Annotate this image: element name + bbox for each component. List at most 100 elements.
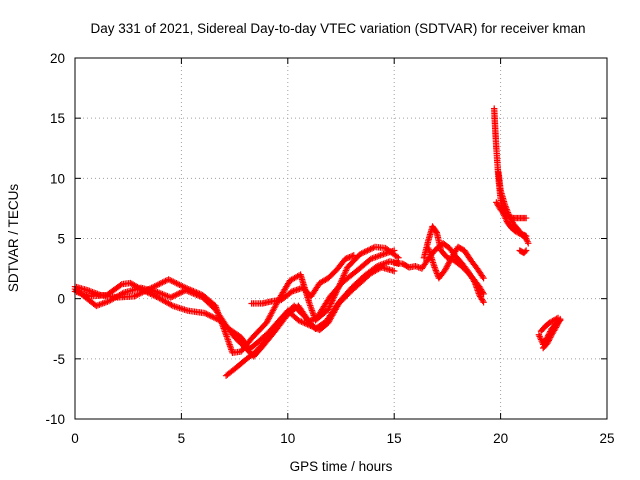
data-point	[544, 338, 552, 345]
data-point	[545, 337, 553, 344]
data-point	[364, 247, 371, 254]
data-point	[359, 249, 367, 256]
data-point	[522, 247, 530, 254]
y-tick-label: 15	[50, 111, 65, 126]
data-point	[508, 216, 515, 224]
data-point	[349, 252, 356, 260]
y-tick-label: 10	[50, 171, 65, 186]
data-point	[170, 292, 177, 300]
data-point	[480, 290, 487, 298]
x-axis-ticks: 0 5 10 15 20 25	[71, 58, 615, 446]
series-track-f	[391, 240, 487, 306]
data-point	[342, 255, 349, 263]
data-point	[480, 299, 487, 306]
data-point	[544, 339, 551, 347]
data-point	[347, 253, 355, 260]
data-point	[506, 213, 514, 221]
data-point	[179, 288, 186, 295]
data-point	[299, 319, 307, 326]
data-point	[554, 320, 562, 327]
data-point	[308, 323, 316, 330]
data-point	[201, 309, 209, 317]
data-point	[350, 252, 357, 259]
y-tick-label: 0	[57, 292, 65, 307]
data-point	[553, 322, 560, 330]
data-point	[119, 290, 126, 297]
data-point	[304, 321, 311, 328]
data-point	[479, 273, 486, 281]
data-point	[310, 324, 317, 331]
data-point	[547, 334, 554, 341]
x-axis-label: GPS time / hours	[290, 459, 393, 474]
data-point	[508, 218, 516, 225]
data-point	[395, 254, 402, 261]
series-track-l	[516, 247, 530, 257]
data-point	[151, 292, 159, 300]
data-point	[172, 292, 179, 299]
data-point	[203, 310, 210, 318]
data-point	[507, 215, 514, 222]
data-point	[346, 253, 353, 261]
data-point	[358, 250, 365, 257]
data-point	[480, 275, 487, 282]
series-track-d	[222, 264, 398, 379]
data-point	[212, 314, 219, 322]
data-point	[521, 248, 529, 255]
series-track-h	[425, 243, 487, 282]
x-tick-label: 5	[178, 431, 186, 446]
data-point	[327, 301, 334, 309]
x-tick-label: 0	[71, 431, 79, 446]
data-point	[117, 282, 124, 289]
y-tick-label: -5	[53, 352, 65, 367]
data-point	[552, 324, 560, 331]
data-point	[169, 293, 176, 300]
data-point	[525, 240, 532, 247]
data-point	[307, 322, 314, 330]
data-point	[556, 317, 563, 324]
chart-title: Day 331 of 2021, Sidereal Day-to-day VTE…	[91, 21, 586, 36]
data-point	[173, 291, 180, 298]
data-point	[207, 312, 214, 320]
y-axis-ticks: -10 -5 0 5 10 15 20	[45, 51, 607, 427]
data-point	[555, 318, 562, 326]
data-point	[479, 289, 486, 296]
data-point	[177, 289, 185, 296]
data-point	[356, 250, 364, 258]
data-point	[298, 318, 305, 325]
data-point	[150, 292, 157, 299]
data-point	[505, 212, 513, 219]
data-point	[367, 245, 374, 253]
y-tick-label: -10	[45, 412, 65, 427]
data-point	[391, 247, 398, 254]
data-marks	[71, 105, 564, 379]
y-axis-label: SDTVAR / TECUs	[6, 184, 21, 293]
data-point	[361, 248, 368, 256]
x-tick-label: 25	[599, 431, 614, 446]
data-point	[176, 289, 183, 297]
data-point	[368, 245, 376, 252]
data-point	[479, 297, 486, 305]
series-track-e	[248, 252, 357, 307]
series-track-n	[537, 314, 562, 335]
data-point	[167, 294, 174, 301]
y-tick-label: 5	[57, 232, 65, 247]
series-track-k	[495, 169, 532, 247]
series-track-o	[539, 315, 564, 352]
data-point	[546, 335, 553, 343]
data-point	[305, 321, 313, 329]
x-tick-label: 15	[387, 431, 402, 446]
x-tick-label: 20	[493, 431, 508, 446]
data-point	[175, 290, 182, 298]
data-point	[325, 306, 332, 313]
y-tick-label: 20	[50, 51, 65, 66]
data-point	[326, 303, 333, 310]
data-point	[362, 248, 370, 255]
data-point	[556, 315, 564, 323]
data-point	[302, 320, 310, 327]
data-point	[522, 214, 530, 222]
data-point	[393, 253, 401, 260]
data-point	[311, 324, 319, 332]
data-point	[301, 319, 308, 327]
data-point	[554, 321, 561, 328]
